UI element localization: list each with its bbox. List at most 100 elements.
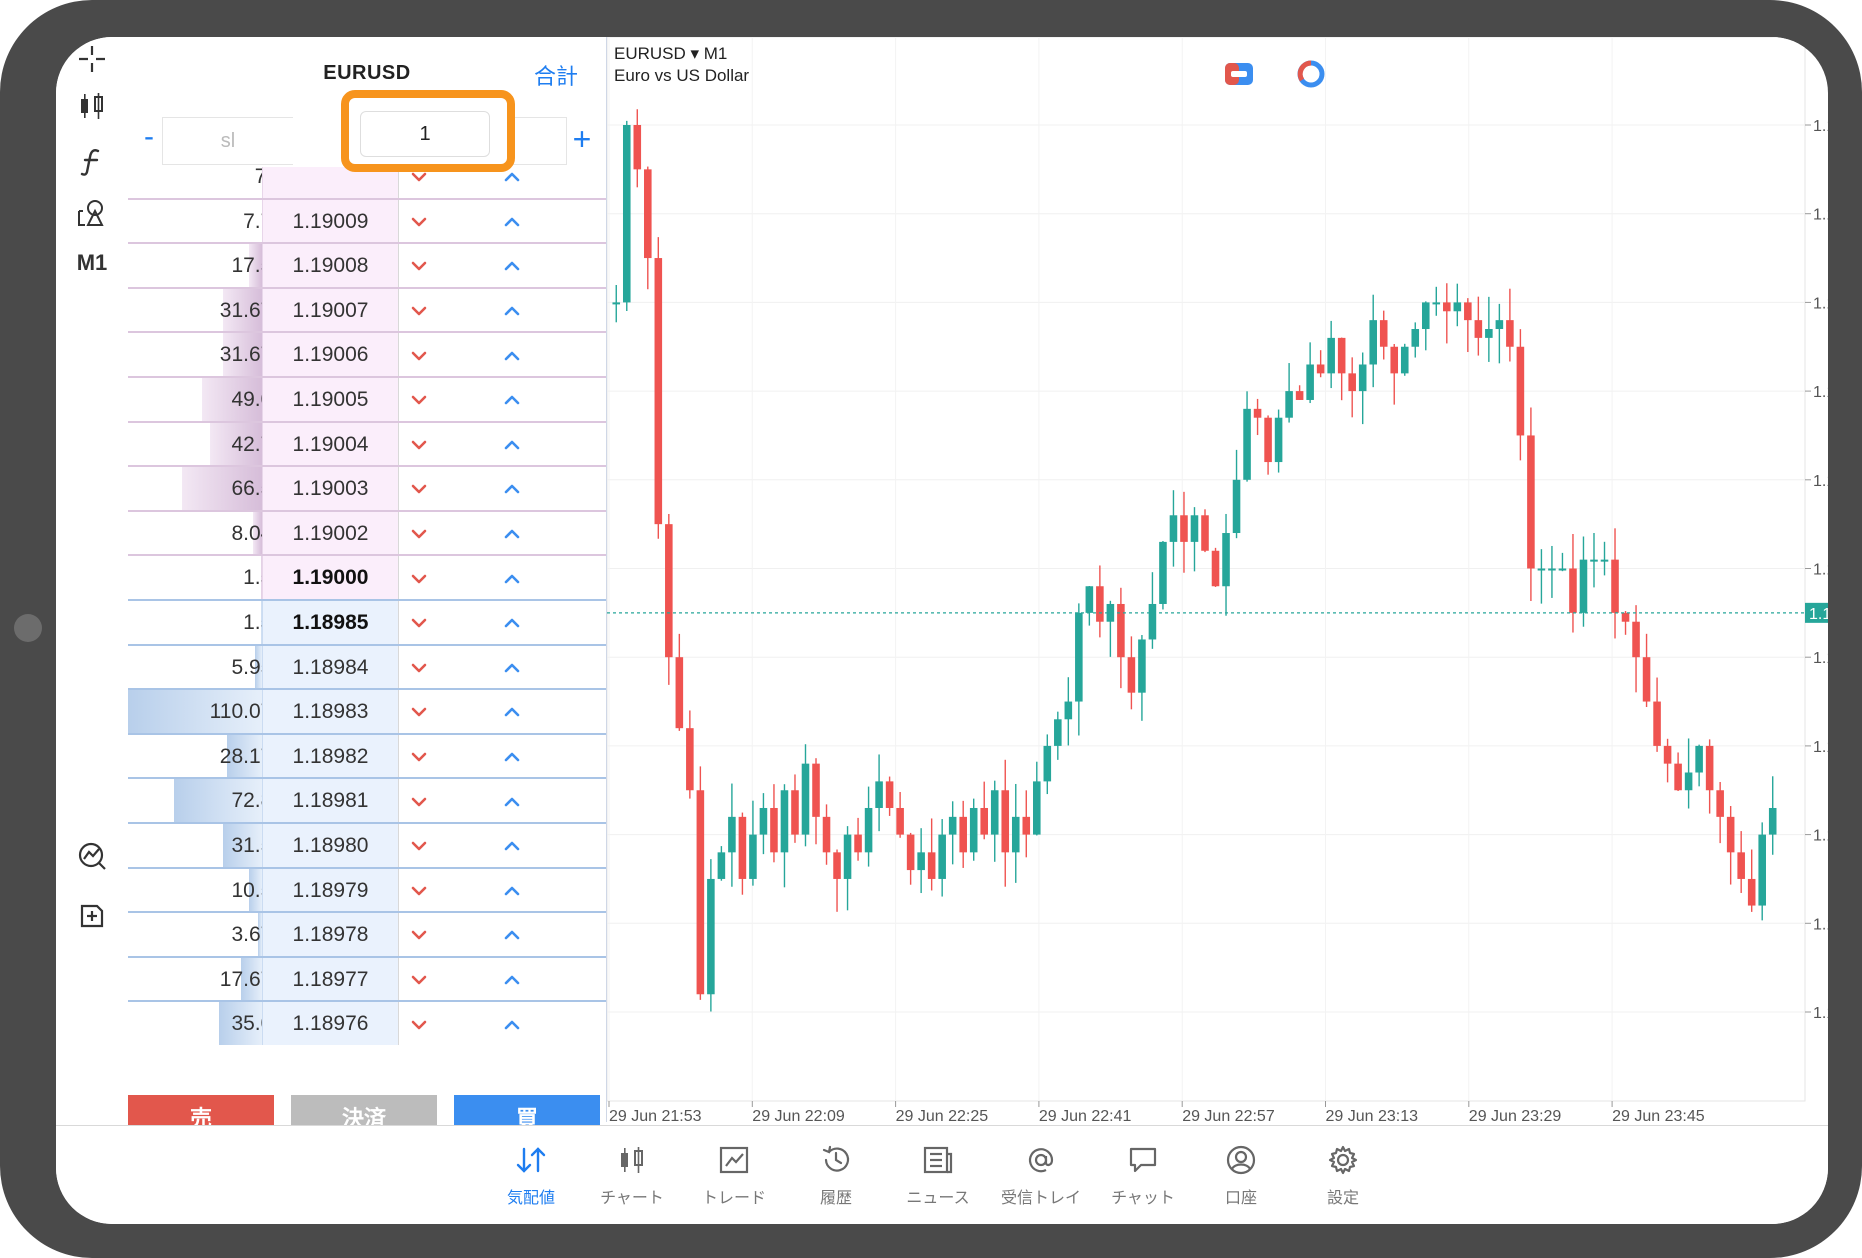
- depth-row: 42.70 1.19004: [128, 420, 606, 466]
- depth-price[interactable]: 1.18981: [262, 779, 399, 822]
- buy-limit-chevron-up-icon[interactable]: [501, 390, 523, 410]
- tab-chat[interactable]: チャット: [1093, 1140, 1193, 1208]
- x-tick-label: 29 Jun 22:41: [1039, 1108, 1132, 1122]
- depth-volume: 66.50: [231, 477, 284, 501]
- depth-price[interactable]: 1.19000: [262, 556, 399, 599]
- sell-limit-chevron-down-icon[interactable]: [408, 435, 430, 455]
- tab-accounts[interactable]: 口座: [1191, 1140, 1291, 1208]
- depth-price[interactable]: 1.19004: [262, 422, 399, 466]
- buy-limit-chevron-up-icon[interactable]: [501, 881, 523, 901]
- depth-price[interactable]: 1.18985: [262, 601, 399, 644]
- depth-price[interactable]: 1.19009: [262, 199, 399, 243]
- objects-icon[interactable]: [56, 191, 128, 235]
- sell-limit-chevron-down-icon[interactable]: [408, 613, 430, 633]
- sell-limit-chevron-down-icon[interactable]: [408, 1015, 430, 1035]
- volume-decrease-button[interactable]: -: [144, 120, 154, 153]
- buy-limit-chevron-up-icon[interactable]: [501, 613, 523, 633]
- depth-row: 31.50 1.18980: [128, 822, 606, 867]
- volume-increase-button[interactable]: +: [572, 121, 592, 157]
- chart-canvas[interactable]: 1.19040 1.19030 1.19020 1.19010 1.19000 1.189…: [607, 37, 1828, 1122]
- tab-settings[interactable]: 設定: [1293, 1140, 1393, 1208]
- buy-limit-chevron-up-icon[interactable]: [501, 435, 523, 455]
- sell-limit-chevron-down-icon[interactable]: [408, 970, 430, 990]
- depth-price[interactable]: 1.18976: [262, 1002, 399, 1045]
- buy-limit-chevron-up-icon[interactable]: [501, 836, 523, 856]
- candle-body: [1106, 603, 1115, 622]
- depth-row: 7.0: [128, 167, 606, 198]
- depth-price[interactable]: 1.18983: [262, 690, 399, 733]
- buy-limit-chevron-up-icon[interactable]: [501, 1015, 523, 1035]
- depth-price[interactable]: 1.19003: [262, 467, 399, 510]
- timeframe-button[interactable]: M1: [56, 241, 128, 285]
- buy-limit-chevron-up-icon[interactable]: [501, 212, 523, 232]
- candle-body: [812, 763, 820, 817]
- sell-limit-chevron-down-icon[interactable]: [408, 792, 430, 812]
- signal-ring-icon[interactable]: [1297, 60, 1325, 88]
- buy-limit-chevron-up-icon[interactable]: [501, 346, 523, 366]
- depth-price[interactable]: 1.18979: [262, 868, 399, 912]
- depth-price[interactable]: 1.18984: [262, 645, 399, 689]
- buy-limit-chevron-up-icon[interactable]: [501, 569, 523, 589]
- sell-limit-chevron-down-icon[interactable]: [408, 836, 430, 856]
- buy-limit-chevron-up-icon[interactable]: [501, 479, 523, 499]
- sell-limit-chevron-down-icon[interactable]: [408, 925, 430, 945]
- indicators-icon[interactable]: [56, 140, 128, 184]
- tab-chart[interactable]: チャート: [582, 1140, 682, 1208]
- depth-price[interactable]: 1.19007: [262, 288, 399, 332]
- buy-limit-chevron-up-icon[interactable]: [501, 792, 523, 812]
- depth-price[interactable]: 1.18977: [262, 957, 399, 1001]
- depth-price[interactable]: [262, 167, 399, 198]
- tab-mailbox[interactable]: 受信トレイ: [991, 1140, 1091, 1208]
- buy-limit-chevron-up-icon[interactable]: [501, 301, 523, 321]
- depth-price[interactable]: 1.19002: [262, 511, 399, 555]
- sell-limit-chevron-down-icon[interactable]: [408, 569, 430, 589]
- depth-price[interactable]: 1.18980: [262, 824, 399, 867]
- sell-limit-chevron-down-icon[interactable]: [408, 881, 430, 901]
- sell-limit-chevron-down-icon[interactable]: [408, 479, 430, 499]
- chart-trade-icon[interactable]: [56, 834, 128, 878]
- buy-limit-chevron-up-icon[interactable]: [501, 658, 523, 678]
- depth-price[interactable]: 1.19005: [262, 378, 399, 421]
- sell-limit-chevron-down-icon[interactable]: [408, 167, 430, 187]
- buy-limit-chevron-up-icon[interactable]: [501, 747, 523, 767]
- chart-type-icon[interactable]: [56, 84, 128, 128]
- sell-limit-chevron-down-icon[interactable]: [408, 390, 430, 410]
- buy-limit-chevron-up-icon[interactable]: [501, 167, 523, 187]
- sell-limit-chevron-down-icon[interactable]: [408, 346, 430, 366]
- total-button[interactable]: 合計: [533, 64, 578, 89]
- buy-limit-chevron-up-icon[interactable]: [501, 970, 523, 990]
- depth-price[interactable]: 1.18982: [262, 734, 399, 778]
- tab-label: 設定: [1326, 1190, 1359, 1207]
- volume-input[interactable]: 1: [360, 111, 490, 157]
- buy-limit-chevron-up-icon[interactable]: [501, 702, 523, 722]
- new-order-icon[interactable]: [56, 894, 128, 938]
- sell-limit-chevron-down-icon[interactable]: [408, 658, 430, 678]
- tab-quotes[interactable]: 気配値: [481, 1140, 581, 1208]
- depth-price[interactable]: 1.19006: [262, 333, 399, 376]
- tab-news[interactable]: ニュース: [888, 1140, 988, 1208]
- bottom-tab-bar: 気配値 チャート トレード 履歴 ニュース 受信トレイ: [56, 1125, 1828, 1224]
- buy-limit-chevron-up-icon[interactable]: [501, 256, 523, 276]
- depth-price[interactable]: 1.19008: [262, 244, 399, 287]
- candle-body: [1285, 391, 1293, 418]
- tab-trade[interactable]: トレード: [684, 1140, 784, 1208]
- sell-limit-chevron-down-icon[interactable]: [408, 256, 430, 276]
- sell-limit-chevron-down-icon[interactable]: [408, 524, 430, 544]
- crosshair-icon[interactable]: [56, 37, 128, 81]
- sell-limit-chevron-down-icon[interactable]: [408, 702, 430, 722]
- sell-limit-chevron-down-icon[interactable]: [408, 747, 430, 767]
- depth-price[interactable]: 1.18978: [262, 913, 399, 956]
- volume-bar: [223, 333, 262, 376]
- one-click-trading-icon[interactable]: [1225, 63, 1253, 85]
- buy-limit-chevron-up-icon[interactable]: [501, 524, 523, 544]
- price-chart[interactable]: 1.19040 1.19030 1.19020 1.19010 1.19000 1.189…: [607, 37, 1828, 1122]
- stop-loss-field[interactable]: sl: [162, 117, 293, 165]
- x-tick-label: 29 Jun 22:25: [896, 1108, 989, 1122]
- candle-body: [990, 790, 999, 835]
- sell-limit-chevron-down-icon[interactable]: [408, 212, 430, 232]
- tab-history[interactable]: 履歴: [786, 1140, 886, 1208]
- sell-limit-chevron-down-icon[interactable]: [408, 301, 430, 321]
- buy-limit-chevron-up-icon[interactable]: [501, 925, 523, 945]
- depth-row: 31.675 1.19006: [128, 331, 606, 376]
- candle-body: [1232, 479, 1241, 534]
